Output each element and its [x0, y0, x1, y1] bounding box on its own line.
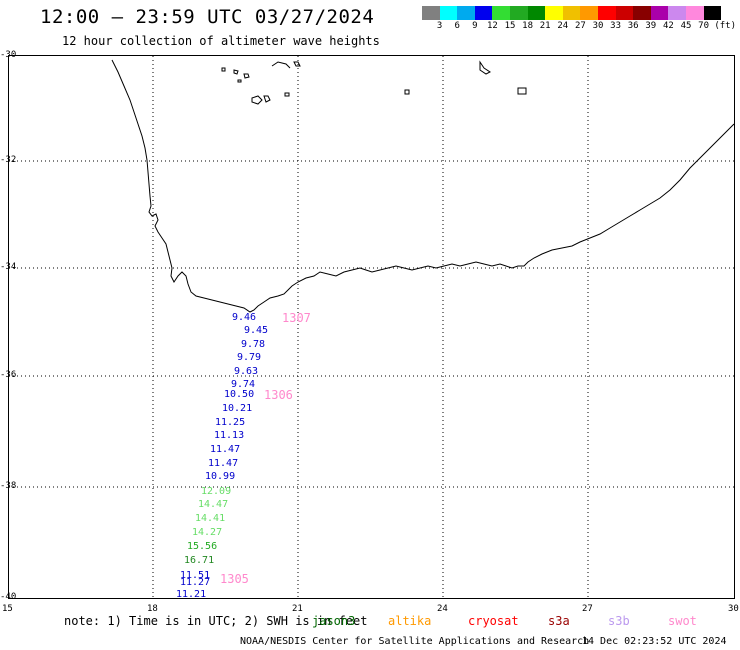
scale-swatch: [474, 6, 493, 20]
wave-height-value: 11.27: [180, 577, 211, 588]
scale-swatch: [422, 6, 440, 20]
wave-height-value: 11.47: [208, 458, 239, 469]
inland-features: [221, 60, 527, 105]
satellite-legend-item: s3b: [608, 614, 630, 628]
longitude-tick-label: 15: [2, 604, 13, 614]
scale-tick-label: 42: [662, 21, 674, 31]
scale-tick-label: 6: [454, 21, 460, 31]
scale-tick-label: 9: [472, 21, 478, 31]
pass-time-label: 1305: [220, 572, 249, 586]
wave-height-value: 15.56: [187, 541, 218, 552]
scale-tick-label: 12: [486, 21, 498, 31]
scale-swatch: [457, 6, 475, 20]
wave-height-value: 9.46: [232, 312, 257, 323]
wave-height-value: 11.51: [180, 570, 211, 581]
scale-tick-label: 3: [436, 21, 443, 31]
wave-height-value: 9.63: [234, 366, 259, 377]
scale-swatch: [668, 6, 686, 20]
credit-line: NOAA/NESDIS Center for Satellite Applica…: [240, 636, 590, 647]
wave-height-value: 11.21: [176, 589, 207, 600]
wave-height-value: 14.27: [192, 527, 223, 538]
scale-swatch: [509, 6, 528, 20]
wave-height-value: 14.41: [195, 513, 226, 524]
footer-note: note: 1) Time is in UTC; 2) SWH is in fe…: [64, 614, 368, 628]
generation-timestamp: 14 Dec 02:23:52 UTC 2024: [582, 636, 727, 647]
wave-height-value: 10.50: [224, 389, 255, 400]
map-title: 12:00 – 23:59 UTC 03/27/2024: [40, 6, 375, 28]
wave-height-value: 12.09: [201, 486, 232, 497]
longitude-tick-label: 21: [292, 604, 303, 614]
scale-swatch: [615, 6, 634, 20]
map-subtitle: 12 hour collection of altimeter wave hei…: [62, 34, 380, 48]
scale-tick-label: 30: [592, 21, 604, 31]
wave-height-value: 9.79: [237, 352, 262, 363]
color-scale-labels: 3 6 9 12 15 18 21 24 27 30 33 36 39 42 45 70 (ft): [422, 0, 740, 40]
scale-tick-label: 21: [539, 21, 551, 31]
scale-swatch: [633, 6, 651, 20]
scale-tick-label: 70: [698, 21, 710, 31]
satellite-legend-item: swot: [668, 614, 697, 628]
scale-swatch: [597, 6, 616, 20]
scale-tick-label: 36: [627, 21, 639, 31]
wave-height-value: 9.45: [244, 325, 269, 336]
latitude-tick-label: -38: [0, 481, 17, 491]
map-frame: [8, 55, 735, 599]
longitude-tick-label: 18: [147, 604, 158, 614]
wave-height-value: 11.25: [215, 417, 246, 428]
coastline: [111, 59, 735, 313]
scale-tick-label: 33: [610, 21, 622, 31]
wave-height-value: 14.47: [198, 499, 229, 510]
latitude-tick-label: -40: [0, 592, 17, 602]
scale-swatch: [439, 6, 458, 20]
scale-tick-label: 24: [557, 21, 569, 31]
longitude-tick-label: 30: [728, 604, 739, 614]
scale-swatch: [685, 6, 704, 20]
wave-height-value: 9.74: [231, 379, 256, 390]
pass-time-label: 1307: [282, 311, 311, 325]
satellite-legend-item: cryosat: [468, 614, 519, 628]
latitude-tick-label: -30: [0, 50, 17, 60]
wave-height-value: 11.47: [210, 444, 241, 455]
satellite-legend-item: s3a: [548, 614, 570, 628]
latitude-tick-label: -34: [0, 262, 17, 272]
scale-tick-label: 27: [574, 21, 586, 31]
wave-height-value: 9.78: [241, 339, 266, 350]
latitude-tick-label: -36: [0, 370, 17, 380]
scale-tick-label: 18: [522, 21, 534, 31]
scale-tick-label: 15: [504, 21, 516, 31]
scale-swatch: [562, 6, 581, 20]
satellite-legend-item: altika: [388, 614, 432, 628]
pass-time-label: 1306: [264, 388, 293, 402]
wave-height-value: 11.13: [214, 430, 245, 441]
scale-swatch: [650, 6, 669, 20]
latitude-tick-label: -32: [0, 155, 17, 165]
scale-tick-label: 39: [645, 21, 657, 31]
longitude-tick-label: 24: [437, 604, 448, 614]
wave-height-color-scale: [422, 6, 722, 20]
wave-height-value: 10.99: [205, 471, 236, 482]
wave-height-value: 10.21: [222, 403, 253, 414]
scale-swatch: [580, 6, 598, 20]
longitude-tick-label: 27: [582, 604, 593, 614]
scale-swatch: [703, 6, 722, 20]
graticule: [9, 56, 734, 598]
satellite-legend-item: jason3: [312, 614, 356, 628]
wave-height-value: 16.71: [184, 555, 215, 566]
scale-swatch: [545, 6, 563, 20]
scale-swatch: [527, 6, 546, 20]
scale-tick-label: 45: [680, 21, 692, 31]
scale-unit-label: (ft): [714, 21, 737, 31]
scale-swatch: [492, 6, 510, 20]
